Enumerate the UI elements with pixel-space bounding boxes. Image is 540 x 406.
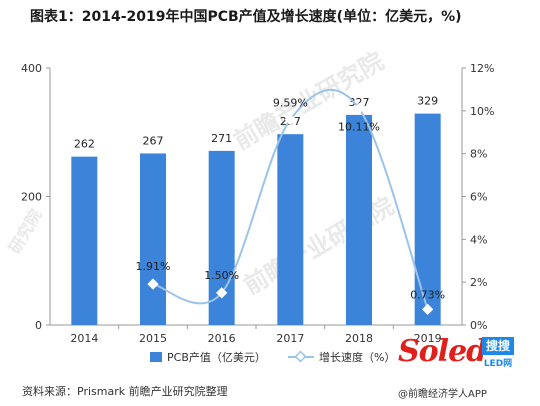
bar-value-label: 271 <box>211 132 232 145</box>
watermark-text: 前瞻产业研究院 <box>239 192 398 300</box>
chart-title: 图表1：2014-2019年中国PCB产值及增长速度(单位：亿美元，%) <box>30 9 462 25</box>
y-tick-label-right: 8% <box>470 148 487 161</box>
legend-marker-line <box>294 350 307 363</box>
growth-marker <box>422 303 434 316</box>
growth-value-label: 1.91% <box>136 260 171 273</box>
bar <box>208 150 235 325</box>
y-tick-label-right: 0% <box>470 319 487 332</box>
y-tick-label-left: 400 <box>21 62 42 75</box>
source-note: 资料来源：Prismark 前瞻产业研究院整理 <box>22 385 228 398</box>
bar-value-label: 327 <box>349 96 370 109</box>
x-tick-label: 2019 <box>414 332 442 345</box>
logo-sub: LED网 <box>483 359 513 369</box>
soled-logo: Soled 搜搜 LED网 <box>398 334 536 386</box>
bar <box>346 114 372 325</box>
growth-value-label: 9.59% <box>273 97 308 110</box>
bar <box>277 134 304 325</box>
bar <box>71 156 98 325</box>
x-tick-label: 2018 <box>345 332 373 345</box>
bar-value-label: 262 <box>74 138 95 151</box>
bar <box>414 113 441 326</box>
y-tick-label-right: 12% <box>470 62 494 75</box>
growth-value-label: 1.50% <box>204 269 239 282</box>
bar-value-label: 329 <box>417 95 438 108</box>
legend-swatch-bar <box>150 352 162 362</box>
y-tick-label-right: 4% <box>470 233 487 246</box>
y-tick-label-right: 2% <box>470 276 487 289</box>
x-tick-label: 2016 <box>208 332 236 345</box>
x-tick-label: 2017 <box>276 332 304 345</box>
y-tick-label-right: 10% <box>470 105 494 118</box>
growth-marker <box>147 278 159 290</box>
logo-badge: 搜搜 <box>482 337 514 355</box>
growth-value-label: 10.11% <box>338 120 380 133</box>
y-tick-label-left: 200 <box>21 191 42 204</box>
x-tick-label: 2014 <box>70 332 98 345</box>
legend-label-bar: PCB产值（亿美元） <box>167 350 266 364</box>
watermark-text: 研究院 <box>5 206 45 257</box>
credit-note: @前瞻经济学人APP <box>398 389 487 400</box>
logo-word: Soled <box>398 334 487 369</box>
bar <box>140 153 166 325</box>
y-tick-label-right: 6% <box>470 191 487 204</box>
legend-label-line: 增长速度（%） <box>319 350 395 364</box>
y-tick-label-left: 0 <box>35 319 42 332</box>
bar-value-label: 267 <box>143 134 164 147</box>
growth-marker <box>216 287 228 299</box>
x-tick-label: 2015 <box>139 332 167 345</box>
growth-value-label: 0.73% <box>410 288 445 301</box>
